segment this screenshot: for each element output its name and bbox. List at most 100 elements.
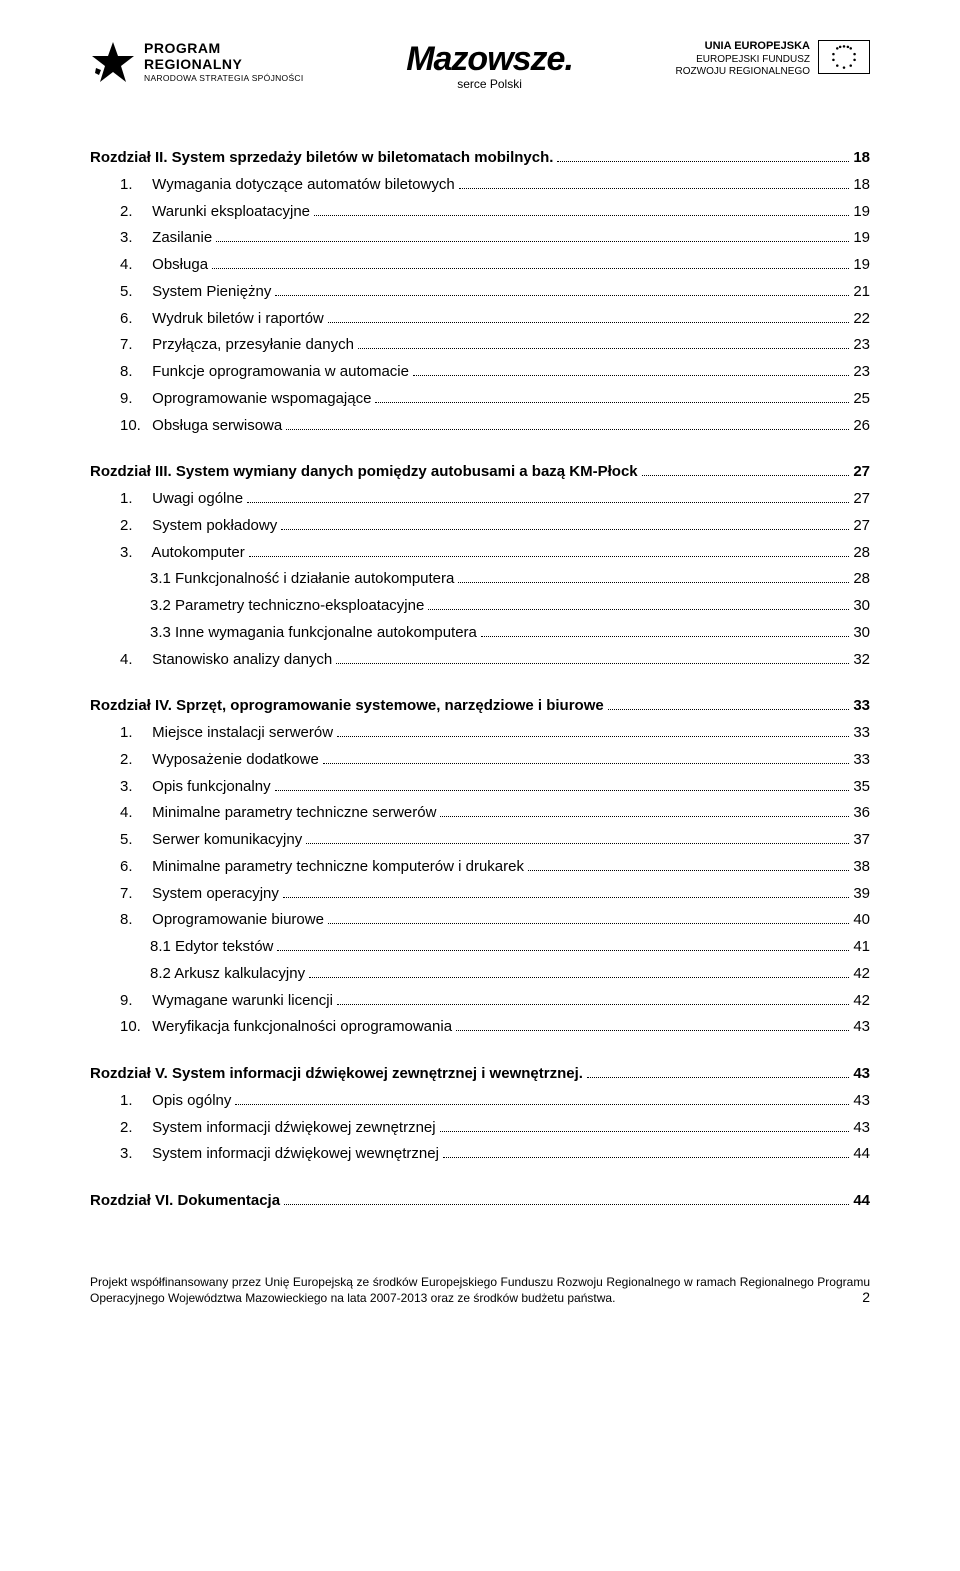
toc-entry-label: 1. Miejsce instalacji serwerów: [120, 721, 333, 744]
toc-entry: 1. Uwagi ogólne 27: [90, 487, 870, 510]
toc-leader: [249, 548, 850, 557]
toc-leader: [306, 835, 849, 844]
star-icon: [90, 40, 136, 86]
toc-entry-page: 19: [853, 226, 870, 249]
toc-entry-label: 1. Wymagania dotyczące automatów biletow…: [120, 173, 455, 196]
toc-entry-label: 3.1 Funkcjonalność i działanie autokompu…: [150, 567, 454, 590]
toc-entry: 3.1 Funkcjonalność i działanie autokompu…: [90, 567, 870, 590]
toc-entry-page: 35: [853, 775, 870, 798]
toc-leader: [481, 628, 849, 637]
toc-leader: [456, 1022, 849, 1031]
logo-center-sub: serce Polski: [406, 77, 573, 91]
toc-heading-page: 18: [853, 146, 870, 169]
toc-entry-page: 43: [853, 1116, 870, 1139]
toc-leader: [212, 260, 849, 269]
logo-left-line2: REGIONALNY: [144, 56, 304, 72]
toc-entry: 7. System operacyjny39: [90, 882, 870, 905]
toc-section: Rozdział III. System wymiany danych pomi…: [90, 460, 870, 671]
toc-heading-text: Rozdział VI. Dokumentacja: [90, 1189, 280, 1212]
logo-left-line3: NARODOWA STRATEGIA SPÓJNOŚCI: [144, 74, 304, 84]
toc-entry-label: 9. Oprogramowanie wspomagające: [120, 387, 371, 410]
toc-entry: 4. Obsługa19: [90, 253, 870, 276]
footer: Projekt współfinansowany przez Unię Euro…: [90, 1274, 870, 1306]
toc-entry-page: 30: [853, 621, 870, 644]
toc-entry-label: 2. Wyposażenie dodatkowe: [120, 748, 319, 771]
toc-entry-page: 33: [853, 721, 870, 744]
toc-entry: 3. Zasilanie19: [90, 226, 870, 249]
toc-entry: 2. Wyposażenie dodatkowe 33: [90, 748, 870, 771]
toc-entry-label: 7. Przyłącza, przesyłanie danych: [120, 333, 354, 356]
toc-entry-page: 30: [853, 594, 870, 617]
logo-left-line1: PROGRAM: [144, 40, 304, 56]
toc-entry-label: 8. Oprogramowanie biurowe: [120, 908, 324, 931]
toc-heading: Rozdział IV. Sprzęt, oprogramowanie syst…: [90, 694, 870, 717]
toc-leader: [413, 367, 849, 376]
footer-text: Projekt współfinansowany przez Unię Euro…: [90, 1275, 870, 1305]
toc-entry-label: 4. Obsługa: [120, 253, 208, 276]
toc-leader: [337, 996, 849, 1005]
toc-entry: 1. Wymagania dotyczące automatów biletow…: [90, 173, 870, 196]
toc-entry: 5. System Pieniężny21: [90, 280, 870, 303]
toc-entry-page: 33: [853, 748, 870, 771]
toc-leader: [440, 1123, 850, 1132]
toc-entry-label: 2. System pokładowy: [120, 514, 277, 537]
document-page: PROGRAM REGIONALNY NARODOWA STRATEGIA SP…: [0, 0, 960, 1337]
toc-entry-label: 3.3 Inne wymagania funkcjonalne autokomp…: [150, 621, 477, 644]
toc-entry-label: 4. Minimalne parametry techniczne serwer…: [120, 801, 436, 824]
logo-center-main: Mazowsze.: [406, 40, 573, 79]
toc-leader: [323, 755, 850, 764]
toc-leader: [642, 467, 850, 476]
toc-entry: 6. Minimalne parametry techniczne komput…: [90, 855, 870, 878]
toc-entry: 8. Oprogramowanie biurowe40: [90, 908, 870, 931]
toc-leader: [328, 314, 850, 323]
toc-entry-label: 3. Opis funkcjonalny: [120, 775, 271, 798]
toc-entry: 9. Wymagane warunki licencji42: [90, 989, 870, 1012]
toc-entry-page: 28: [853, 541, 870, 564]
toc-leader: [286, 421, 849, 430]
toc-heading: Rozdział III. System wymiany danych pomi…: [90, 460, 870, 483]
toc-entry: 1. Miejsce instalacji serwerów 33: [90, 721, 870, 744]
toc-section: Rozdział II. System sprzedaży biletów w …: [90, 146, 870, 437]
toc-entry-label: 5. System Pieniężny: [120, 280, 271, 303]
toc-heading-page: 44: [853, 1189, 870, 1212]
toc-entry-page: 43: [853, 1089, 870, 1112]
toc-entry-page: 41: [853, 935, 870, 958]
toc-entry-page: 23: [853, 333, 870, 356]
toc-entry: 3.3 Inne wymagania funkcjonalne autokomp…: [90, 621, 870, 644]
toc-entry-page: 28: [853, 567, 870, 590]
toc-entry-page: 27: [853, 487, 870, 510]
toc-section: Rozdział V. System informacji dźwiękowej…: [90, 1062, 870, 1166]
toc-heading: Rozdział VI. Dokumentacja 44: [90, 1189, 870, 1212]
logo-right-text: UNIA EUROPEJSKA EUROPEJSKI FUNDUSZ ROZWO…: [676, 40, 810, 79]
toc-leader: [443, 1149, 849, 1158]
toc-leader: [528, 862, 849, 871]
toc-entry-page: 38: [853, 855, 870, 878]
toc-entry-page: 23: [853, 360, 870, 383]
toc-entry: 10. Obsługa serwisowa26: [90, 414, 870, 437]
toc-entry: 6. Wydruk biletów i raportów22: [90, 307, 870, 330]
toc-entry-page: 39: [853, 882, 870, 905]
toc-entry-label: 6. Wydruk biletów i raportów: [120, 307, 324, 330]
toc-entry-page: 27: [853, 514, 870, 537]
toc-entry-page: 37: [853, 828, 870, 851]
toc-entry: 7. Przyłącza, przesyłanie danych 23: [90, 333, 870, 356]
toc-heading-page: 27: [853, 460, 870, 483]
toc-entry-label: 9. Wymagane warunki licencji: [120, 989, 333, 1012]
logo-left-text: PROGRAM REGIONALNY NARODOWA STRATEGIA SP…: [144, 40, 304, 84]
toc-entry: 1. Opis ogólny 43: [90, 1089, 870, 1112]
toc-entry: 4. Stanowisko analizy danych32: [90, 648, 870, 671]
toc-section: Rozdział VI. Dokumentacja 44: [90, 1189, 870, 1212]
toc-leader: [608, 701, 850, 710]
toc-entry-label: 6. Minimalne parametry techniczne komput…: [120, 855, 524, 878]
toc-entry-label: 1. Opis ogólny: [120, 1089, 231, 1112]
toc-entry-page: 26: [853, 414, 870, 437]
toc-leader: [277, 942, 849, 951]
toc-entry: 8.2 Arkusz kalkulacyjny42: [90, 962, 870, 985]
toc-leader: [275, 782, 850, 791]
toc-entry-label: 8.1 Edytor tekstów: [150, 935, 273, 958]
toc-leader: [428, 601, 849, 610]
toc-heading: Rozdział V. System informacji dźwiękowej…: [90, 1062, 870, 1085]
toc-entry-label: 2. Warunki eksploatacyjne: [120, 200, 310, 223]
toc-entry-label: 1. Uwagi ogólne: [120, 487, 243, 510]
toc-entry: 8.1 Edytor tekstów 41: [90, 935, 870, 958]
